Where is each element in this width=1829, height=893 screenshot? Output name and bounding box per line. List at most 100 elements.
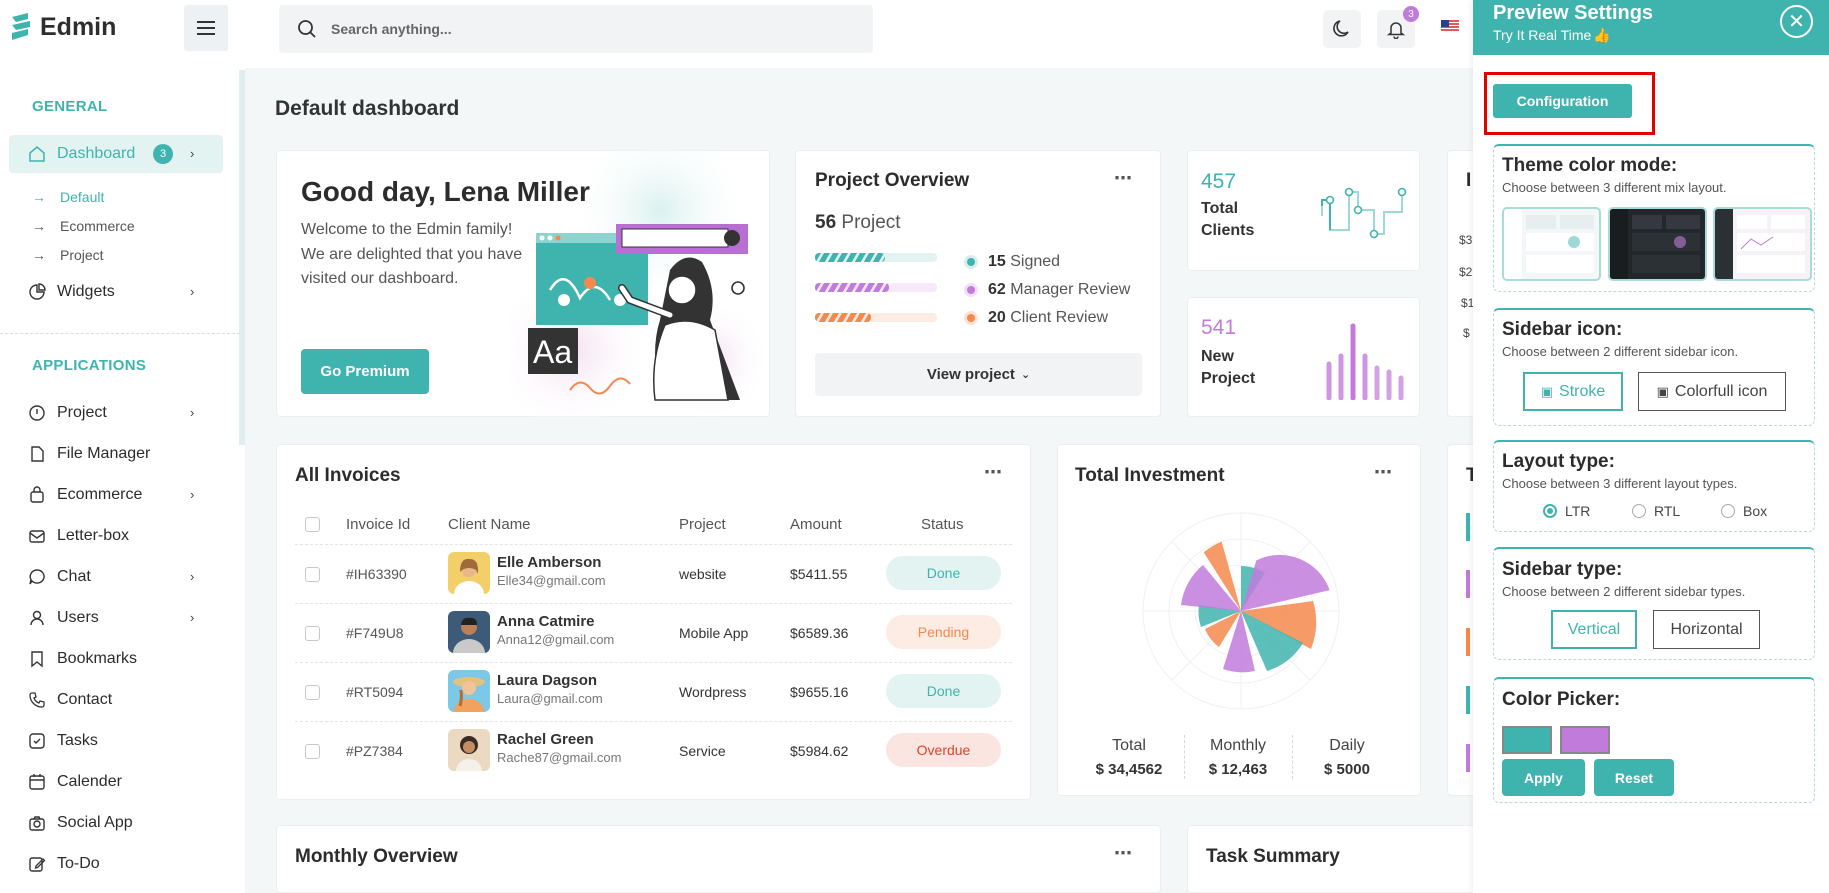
more-options-icon[interactable]: ⋯ xyxy=(1374,462,1393,482)
sidebar-item-social-app[interactable]: Social App xyxy=(28,811,133,835)
client-email: Laura@gmail.com xyxy=(497,691,603,706)
menu-toggle-button[interactable] xyxy=(184,5,228,51)
project-name: website xyxy=(679,566,727,582)
sidebar-item-tasks[interactable]: Tasks xyxy=(28,729,98,753)
logo[interactable]: Edmin xyxy=(8,12,116,42)
search-input[interactable] xyxy=(331,21,811,37)
sidebar-item-file-manager[interactable]: File Manager xyxy=(28,442,150,466)
client-name: Anna Catmire xyxy=(497,613,595,630)
bookmark-icon xyxy=(31,651,43,668)
bag-icon xyxy=(30,486,44,503)
close-panel-button[interactable]: ✕ xyxy=(1780,5,1813,38)
progress-manager-review xyxy=(815,283,937,292)
sidebar-subitem-ecommerce[interactable]: → Ecommerce xyxy=(32,218,135,234)
secondary-color-swatch[interactable] xyxy=(1560,726,1610,754)
row-divider xyxy=(295,544,1012,545)
more-options-icon[interactable]: ⋯ xyxy=(984,462,1003,482)
sidebar-item-project[interactable]: Project xyxy=(28,401,107,425)
invoice-id: #F749U8 xyxy=(346,625,404,641)
row-checkbox[interactable] xyxy=(305,685,320,700)
divider xyxy=(1184,735,1185,779)
greeting-title: Good day, Lena Miller xyxy=(301,176,590,207)
notification-badge: 3 xyxy=(1403,6,1419,22)
configuration-button[interactable]: Configuration xyxy=(1493,84,1632,118)
investment-total-label: Total xyxy=(1112,737,1146,754)
sidebar-item-bookmarks[interactable]: Bookmarks xyxy=(28,647,137,671)
bell-icon xyxy=(1386,22,1406,39)
dot-icon xyxy=(964,311,978,325)
investment-total-value: $ 34,4562 xyxy=(1095,761,1163,778)
sidebar-item-users[interactable]: Users xyxy=(28,606,99,630)
sidebar-subitem-default[interactable]: → Default xyxy=(32,189,105,205)
sidebar-divider xyxy=(0,333,240,334)
checkbox-icon xyxy=(29,733,45,749)
row-checkbox[interactable] xyxy=(305,567,320,582)
sidebar-item-calender[interactable]: Calender xyxy=(28,770,122,794)
search-icon xyxy=(298,20,316,38)
phone-icon xyxy=(29,692,45,708)
total-clients-value: 457 xyxy=(1201,170,1237,193)
row-checkbox[interactable] xyxy=(305,626,320,641)
more-options-icon[interactable]: ⋯ xyxy=(1114,168,1133,188)
colorful-icon-option[interactable]: ▣ Colorfull icon xyxy=(1638,372,1786,411)
view-project-button[interactable]: View project ⌄ xyxy=(815,353,1142,396)
color-picker-title: Color Picker: xyxy=(1502,689,1621,710)
search-bar[interactable] xyxy=(279,5,873,53)
dashboard-count-badge: 3 xyxy=(153,144,173,164)
horizontal-sidebar-option[interactable]: Horizontal xyxy=(1653,610,1760,649)
panel-title: Preview Settings xyxy=(1493,2,1654,24)
total-clients-label: Total Clients xyxy=(1201,200,1255,239)
sidebar-scrollbar[interactable] xyxy=(239,70,245,445)
layout-box-radio[interactable]: Box xyxy=(1721,503,1767,519)
amount: $6589.36 xyxy=(790,625,849,641)
stroke-icon-option[interactable]: ▣ Stroke xyxy=(1523,372,1623,411)
theme-mix-option[interactable] xyxy=(1713,207,1812,281)
progress-client-review xyxy=(815,313,937,322)
sidebar-item-letter-box[interactable]: Letter-box xyxy=(28,524,129,548)
sidebar-subitem-project[interactable]: → Project xyxy=(32,247,104,263)
layout-ltr-radio[interactable]: LTR xyxy=(1543,503,1590,519)
logo-icon xyxy=(12,13,30,40)
partial-tick-2: $2 xyxy=(1459,265,1473,279)
theme-dark-option[interactable] xyxy=(1608,207,1707,281)
vertical-sidebar-option[interactable]: Vertical xyxy=(1551,610,1637,649)
image-icon: ▣ xyxy=(1656,383,1669,399)
hamburger-icon xyxy=(197,21,215,35)
moon-icon xyxy=(1333,20,1349,37)
status-badge: Done xyxy=(886,674,1001,708)
more-options-icon[interactable]: ⋯ xyxy=(1114,843,1133,863)
row-checkbox[interactable] xyxy=(305,744,320,759)
reset-button[interactable]: Reset xyxy=(1594,759,1674,796)
sidebar-item-widgets[interactable]: Widgets xyxy=(28,280,115,304)
arrow-right-icon: → xyxy=(32,189,46,205)
go-premium-button[interactable]: Go Premium xyxy=(301,349,429,394)
project-name: Mobile App xyxy=(679,625,749,641)
chevron-right-icon: › xyxy=(190,405,195,420)
partial-card-title: I xyxy=(1466,170,1472,191)
section-title-applications: APPLICATIONS xyxy=(32,357,147,374)
client-name: Laura Dagson xyxy=(497,672,598,689)
status-badge: Pending xyxy=(886,615,1001,649)
theme-light-option[interactable] xyxy=(1502,207,1601,281)
dark-mode-button[interactable] xyxy=(1323,10,1361,48)
user-icon xyxy=(30,610,44,626)
sidebar-item-dashboard-label[interactable]: Dashboard xyxy=(28,142,135,166)
select-all-checkbox[interactable] xyxy=(305,517,320,532)
sidebar-item-to-do[interactable]: To-Do xyxy=(28,852,100,876)
sidebar-type-subtitle: Choose between 2 different sidebar types… xyxy=(1502,584,1746,599)
sidebar-item-ecommerce[interactable]: Ecommerce xyxy=(28,483,142,507)
flag-icon[interactable] xyxy=(1441,20,1459,33)
panel-subtitle: Try It Real Time 👍 xyxy=(1493,27,1611,43)
task-summary-title: Task Summary xyxy=(1206,846,1340,867)
dot-icon xyxy=(964,283,978,297)
monthly-overview-card xyxy=(276,825,1161,893)
sidebar-item-chat[interactable]: Chat xyxy=(28,565,91,589)
sidebar-item-contact[interactable]: Contact xyxy=(28,688,112,712)
avatar xyxy=(448,670,490,712)
apply-button[interactable]: Apply xyxy=(1502,759,1585,796)
chevron-down-icon: ⌄ xyxy=(1020,369,1031,381)
client-email: Elle34@gmail.com xyxy=(497,573,606,588)
primary-color-swatch[interactable] xyxy=(1502,726,1552,754)
layout-rtl-radio[interactable]: RTL xyxy=(1632,503,1680,519)
partial-tick-3: $1 xyxy=(1461,296,1475,310)
